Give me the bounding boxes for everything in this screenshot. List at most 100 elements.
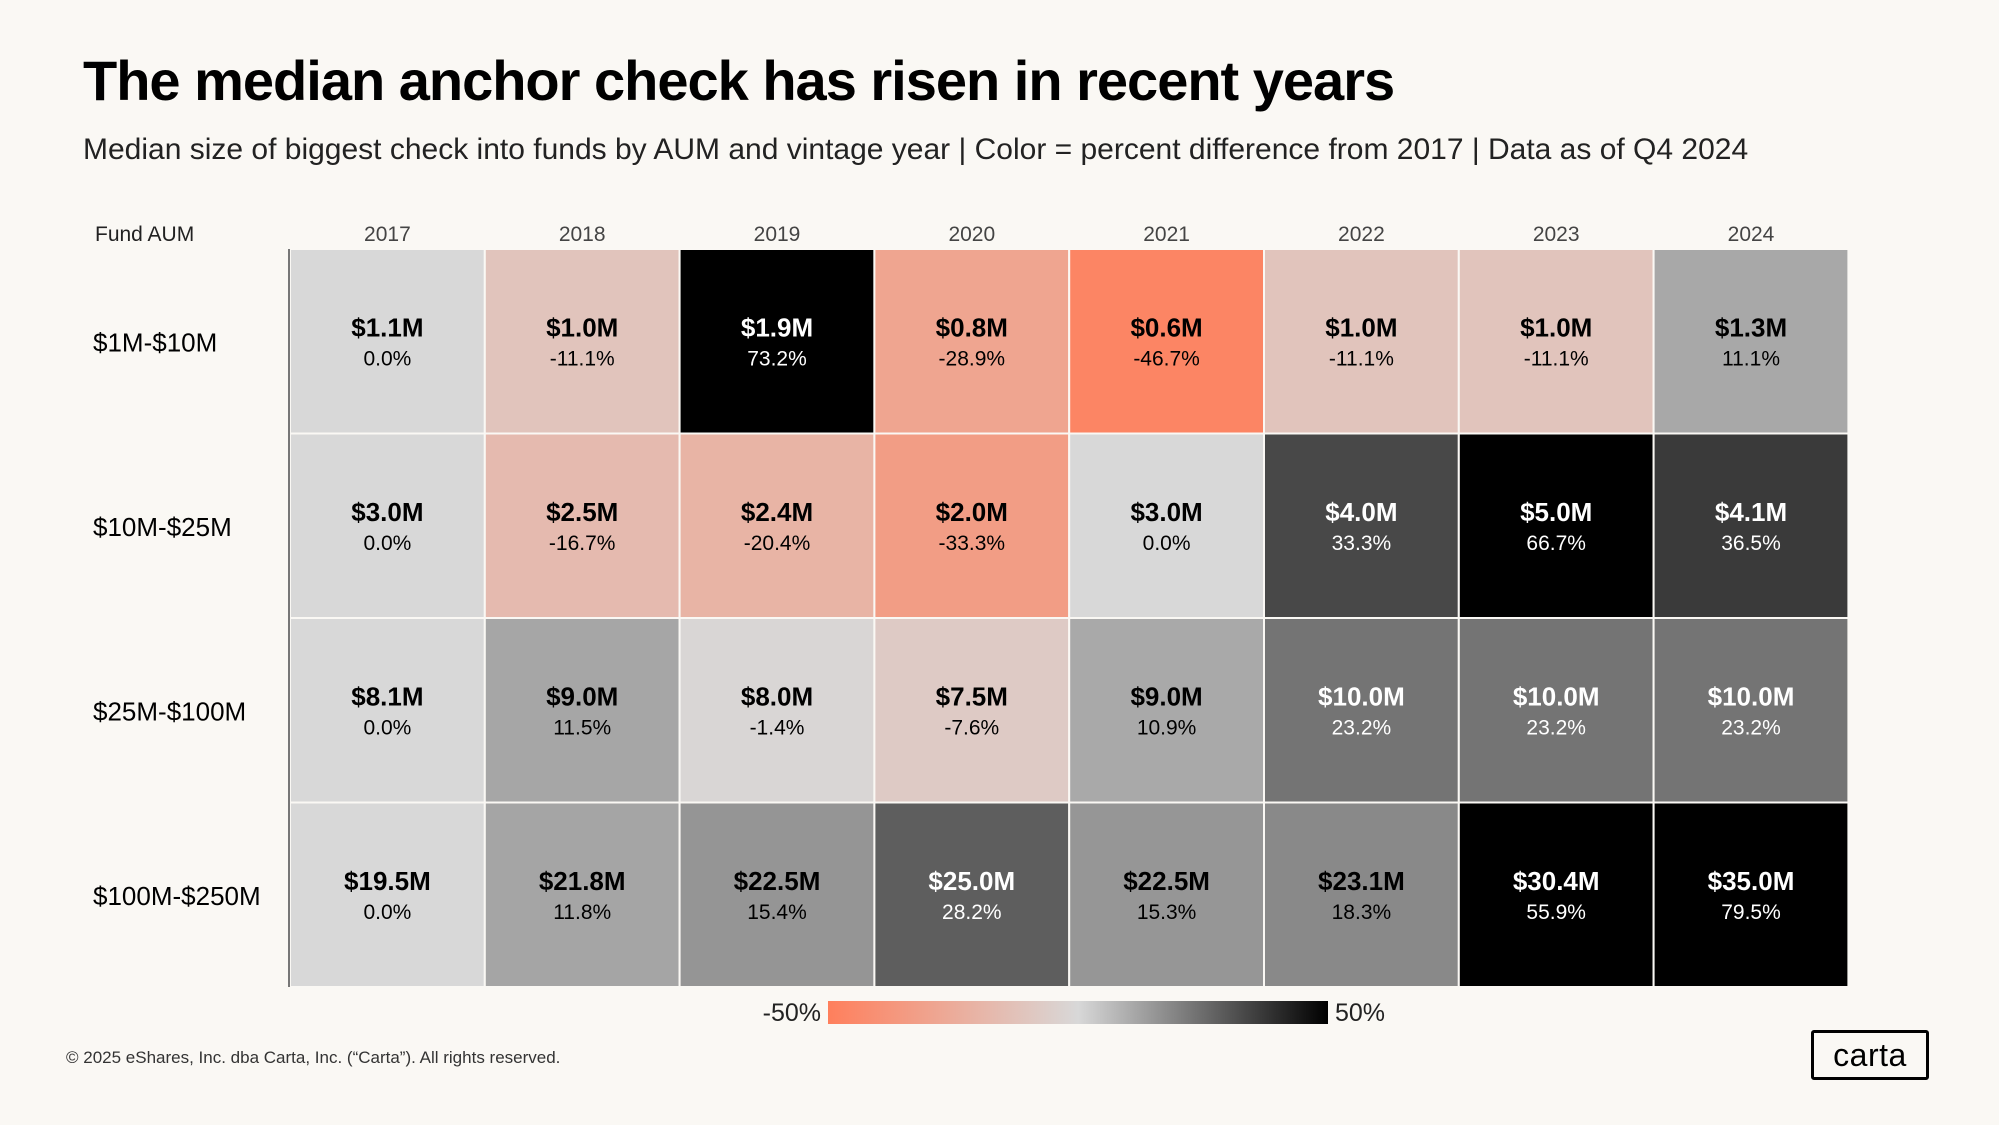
column-header-2020: 2020 bbox=[948, 223, 995, 246]
cell-value-label: $5.0M bbox=[1520, 497, 1592, 527]
heatmap-cell bbox=[1652, 801, 1850, 988]
cell-value-label: $3.0M bbox=[351, 497, 423, 527]
cell-pct-label: -1.4% bbox=[750, 716, 805, 739]
cell-pct-label: -7.6% bbox=[944, 716, 999, 739]
cell-pct-label: -11.1% bbox=[1329, 347, 1394, 370]
column-header-2024: 2024 bbox=[1728, 223, 1775, 246]
cell-value-label: $30.4M bbox=[1513, 866, 1600, 896]
cell-value-label: $19.5M bbox=[344, 866, 431, 896]
heatmap-cell bbox=[873, 432, 1071, 619]
heatmap-cell bbox=[1263, 801, 1460, 988]
cell-value-label: $35.0M bbox=[1708, 866, 1795, 896]
cell-pct-label: 36.5% bbox=[1721, 532, 1781, 555]
cell-value-label: $1.1M bbox=[351, 312, 423, 342]
cell-pct-label: 15.3% bbox=[1137, 901, 1197, 924]
cell-pct-label: 0.0% bbox=[363, 532, 411, 555]
cell-value-label: $3.0M bbox=[1130, 497, 1202, 527]
chart-title: The median anchor check has risen in rec… bbox=[83, 49, 1395, 112]
cell-value-label: $4.1M bbox=[1715, 497, 1787, 527]
heatmap-cell bbox=[1652, 432, 1850, 619]
cell-value-label: $25.0M bbox=[928, 866, 1015, 896]
legend-min-label: -50% bbox=[763, 999, 821, 1027]
cell-value-label: $1.9M bbox=[741, 312, 813, 342]
cell-pct-label: 23.2% bbox=[1721, 716, 1781, 739]
heatmap-cell bbox=[483, 432, 681, 619]
cell-pct-label: 0.0% bbox=[1143, 532, 1191, 555]
cell-value-label: $10.0M bbox=[1708, 681, 1795, 711]
cell-value-label: $1.0M bbox=[1325, 312, 1397, 342]
column-header-2018: 2018 bbox=[559, 223, 606, 246]
column-header-2019: 2019 bbox=[754, 223, 801, 246]
cell-pct-label: 0.0% bbox=[363, 347, 411, 370]
cell-value-label: $22.5M bbox=[1123, 866, 1210, 896]
cell-pct-label: 0.0% bbox=[363, 901, 411, 924]
heatmap-cell bbox=[1652, 617, 1850, 804]
row-label-4: $100M-$250M bbox=[93, 881, 261, 911]
heatmap-cell bbox=[1068, 432, 1265, 619]
cell-pct-label: 55.9% bbox=[1526, 901, 1586, 924]
cell-value-label: $10.0M bbox=[1318, 681, 1405, 711]
cell-pct-label: 66.7% bbox=[1526, 532, 1586, 555]
cell-value-label: $2.0M bbox=[936, 497, 1008, 527]
cell-value-label: $0.8M bbox=[936, 312, 1008, 342]
cell-pct-label: 18.3% bbox=[1332, 901, 1392, 924]
heatmap-cell bbox=[1457, 801, 1655, 988]
cell-pct-label: 23.2% bbox=[1332, 716, 1392, 739]
heatmap-cell bbox=[1652, 248, 1850, 435]
legend-max-label: 50% bbox=[1335, 999, 1385, 1027]
cell-value-label: $10.0M bbox=[1513, 681, 1600, 711]
cell-pct-label: -20.4% bbox=[744, 532, 811, 555]
heatmap-cell bbox=[289, 801, 486, 988]
cell-value-label: $0.6M bbox=[1130, 312, 1202, 342]
cell-value-label: $2.4M bbox=[741, 497, 813, 527]
heatmap-cell bbox=[678, 801, 876, 988]
copyright-footer: © 2025 eShares, Inc. dba Carta, Inc. (“C… bbox=[66, 1048, 561, 1067]
cell-pct-label: 11.8% bbox=[553, 901, 611, 924]
cell-value-label: $1.0M bbox=[546, 312, 618, 342]
cell-value-label: $8.1M bbox=[351, 681, 423, 711]
cell-pct-label: -46.7% bbox=[1133, 347, 1200, 370]
column-header-2017: 2017 bbox=[364, 223, 411, 246]
cell-value-label: $1.0M bbox=[1520, 312, 1592, 342]
cell-pct-label: 79.5% bbox=[1721, 901, 1781, 924]
heatmap-cell bbox=[1068, 617, 1265, 804]
row-label-3: $25M-$100M bbox=[93, 696, 246, 726]
cell-pct-label: 33.3% bbox=[1332, 532, 1392, 555]
cell-value-label: $2.5M bbox=[546, 497, 618, 527]
cell-value-label: $4.0M bbox=[1325, 497, 1397, 527]
heatmap-cell bbox=[483, 801, 681, 988]
cell-pct-label: -28.9% bbox=[939, 347, 1006, 370]
chart-subtitle: Median size of biggest check into funds … bbox=[83, 133, 1749, 166]
column-header-2021: 2021 bbox=[1143, 223, 1190, 246]
cell-pct-label: 11.5% bbox=[553, 716, 611, 739]
heatmap-cell bbox=[1263, 432, 1460, 619]
legend-color-bar bbox=[828, 1001, 1328, 1024]
cell-value-label: $9.0M bbox=[1130, 681, 1202, 711]
cell-pct-label: 11.1% bbox=[1722, 347, 1780, 370]
row-header-label: Fund AUM bbox=[95, 223, 194, 246]
heatmap-cell bbox=[1457, 617, 1655, 804]
column-header-2023: 2023 bbox=[1533, 223, 1580, 246]
heatmap-cell bbox=[483, 617, 681, 804]
cell-pct-label: 15.4% bbox=[747, 901, 807, 924]
column-header-2022: 2022 bbox=[1338, 223, 1385, 246]
row-label-2: $10M-$25M bbox=[93, 512, 232, 542]
carta-logo: carta bbox=[1811, 1030, 1929, 1080]
cell-pct-label: -16.7% bbox=[549, 532, 616, 555]
cell-value-label: $23.1M bbox=[1318, 866, 1405, 896]
cell-pct-label: 0.0% bbox=[363, 716, 411, 739]
cell-value-label: $22.5M bbox=[734, 866, 821, 896]
heatmap-cell bbox=[873, 801, 1071, 988]
row-label-1: $1M-$10M bbox=[93, 327, 217, 357]
heatmap-cell bbox=[1068, 801, 1265, 988]
heatmap-cell bbox=[873, 248, 1071, 435]
heatmap-cell bbox=[1068, 248, 1265, 435]
cell-value-label: $8.0M bbox=[741, 681, 813, 711]
cell-value-label: $1.3M bbox=[1715, 312, 1787, 342]
cell-value-label: $21.8M bbox=[539, 866, 626, 896]
cell-value-label: $7.5M bbox=[936, 681, 1008, 711]
heatmap-cell bbox=[1457, 248, 1655, 435]
cell-pct-label: 10.9% bbox=[1137, 716, 1197, 739]
heatmap-cell bbox=[1263, 248, 1460, 435]
